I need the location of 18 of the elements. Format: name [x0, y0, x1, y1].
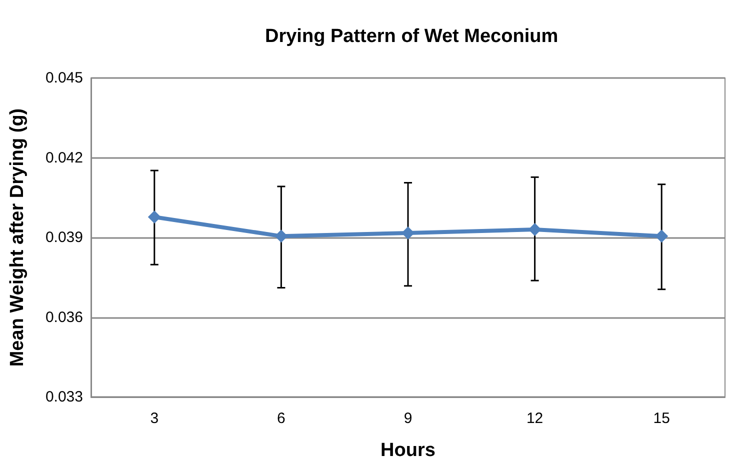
point [402, 226, 414, 240]
y-tick-label: 0.033 [45, 388, 83, 406]
x-tick-label: 15 [653, 410, 670, 427]
x-tick-label: 6 [277, 410, 286, 427]
point [528, 223, 542, 236]
y-tick-label: 0.042 [45, 149, 83, 166]
x-tick-label: 9 [404, 410, 412, 427]
chart-title: Drying Pattern of Wet Meconium [265, 26, 558, 47]
point [655, 230, 668, 243]
x-axis-title: Hours [380, 440, 436, 461]
point [148, 210, 161, 224]
x-tick-label: 3 [150, 410, 159, 427]
y-axis-title: Mean Weight after Drying (g) [7, 108, 28, 367]
y-tick-label: 0.045 [45, 70, 83, 86]
x-tick-label: 12 [526, 410, 544, 427]
y-tick-label: 0.039 [45, 229, 83, 246]
y-tick-label: 0.036 [45, 308, 83, 326]
point [274, 230, 288, 243]
